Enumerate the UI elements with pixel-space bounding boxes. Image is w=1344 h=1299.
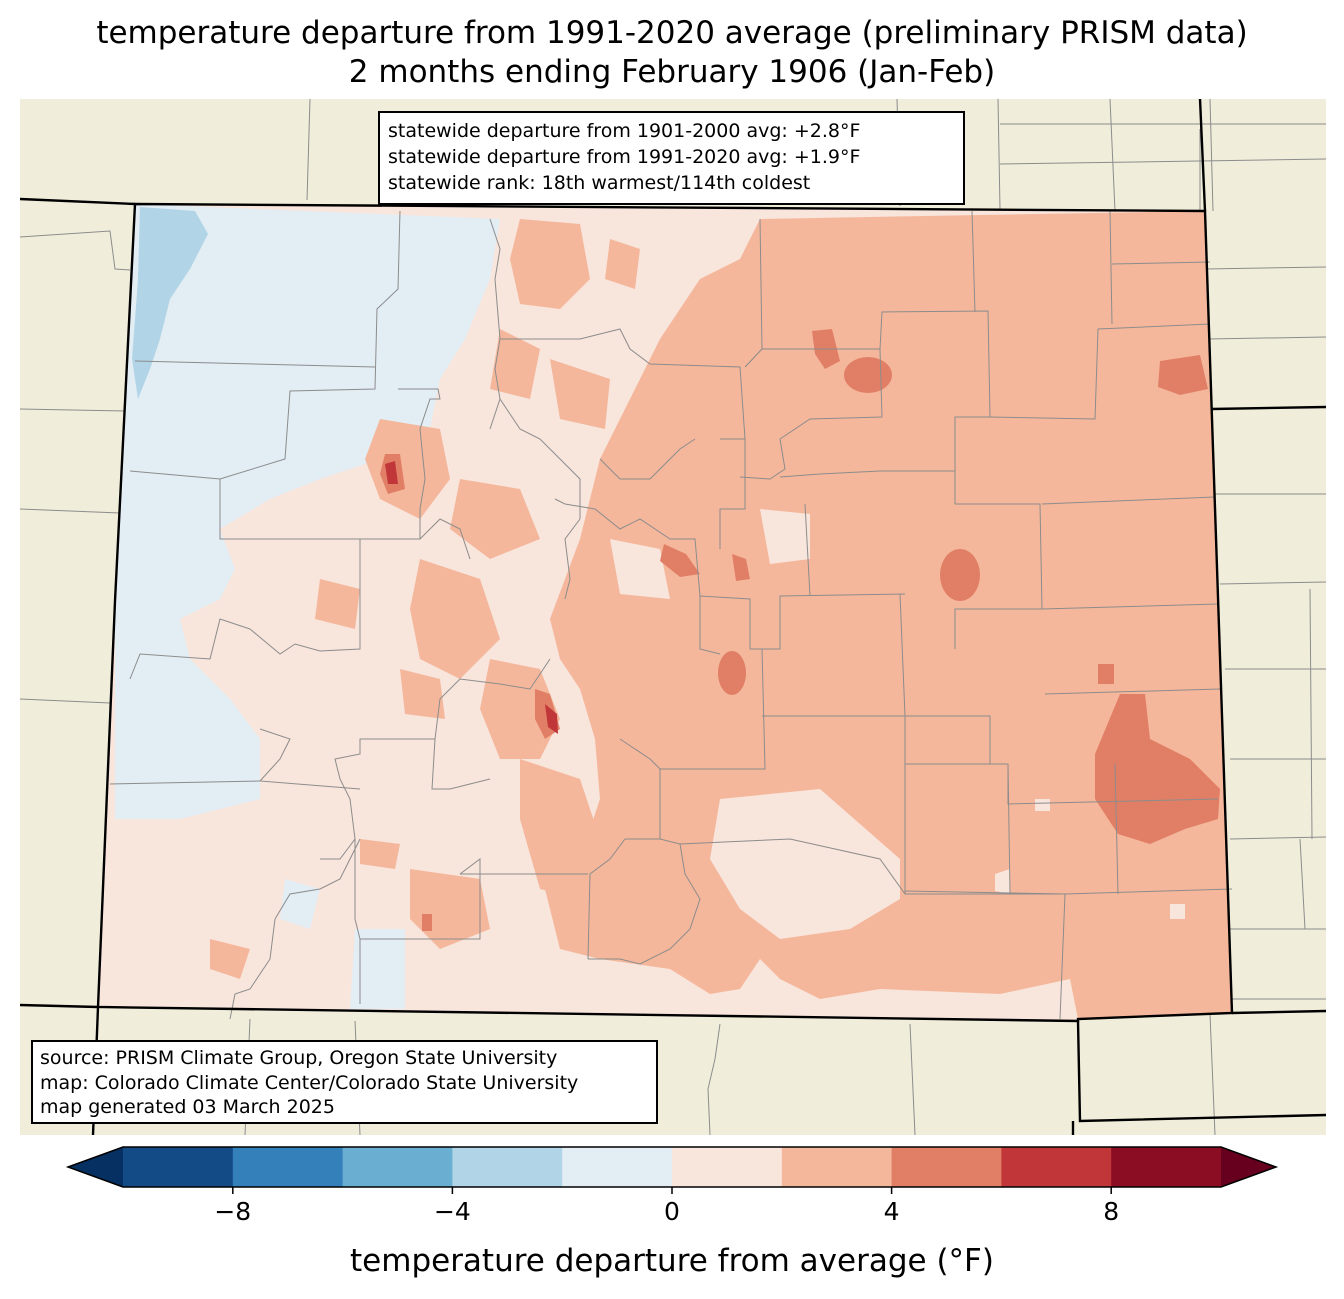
cool-patch — [280, 879, 320, 929]
source-box: source: PRISM Climate Group, Oregon Stat… — [31, 1040, 658, 1124]
boundary-ut-az — [20, 1003, 99, 1009]
mild-patch — [610, 539, 670, 599]
mountain-warm-patches — [210, 219, 740, 979]
colorbar-tick-label: −8 — [214, 1197, 251, 1226]
boundary-ne-ks — [1211, 405, 1326, 411]
colorbar: −8 −4 0 4 8 — [65, 1146, 1279, 1226]
statewide-stats-box: statewide departure from 1901-2000 avg: … — [378, 111, 965, 205]
colorbar-ticks: −8 −4 0 4 8 — [214, 1187, 1119, 1226]
colorbar-segment — [672, 1147, 783, 1187]
colorbar-label: temperature departure from average (°F) — [350, 1243, 994, 1279]
source-line-prism: source: PRISM Climate Group, Oregon Stat… — [40, 1047, 558, 1069]
hottest-spot — [545, 704, 558, 734]
colorbar-outline — [65, 1146, 1279, 1188]
south-central-mild-wedge — [710, 789, 900, 939]
stats-line-1901-2000: statewide departure from 1901-2000 avg: … — [388, 120, 861, 142]
colorbar-segment — [781, 1147, 893, 1187]
colorbar-segment — [1111, 1147, 1222, 1187]
hottest-spot — [385, 461, 398, 484]
boundary-wy-ut — [20, 197, 136, 206]
colorbar-segment — [452, 1147, 563, 1187]
state-boundaries — [20, 99, 1326, 1135]
colorbar-segment — [562, 1147, 673, 1187]
mild-patch — [1170, 904, 1185, 919]
northwest-cold-region — [132, 207, 208, 399]
boundary-ks-ok — [1231, 1009, 1326, 1015]
colorbar-segment — [123, 1147, 234, 1187]
colorbar-tick-label: −4 — [434, 1197, 471, 1226]
colorbar-segment — [232, 1147, 344, 1187]
hot-spots — [380, 329, 1220, 931]
colorado-map — [20, 99, 1326, 1135]
map-panel — [20, 99, 1326, 1135]
stats-line-1991-2020: statewide departure from 1991-2020 avg: … — [388, 146, 861, 168]
mild-patch — [1035, 799, 1050, 811]
western-cool-region — [115, 204, 500, 819]
stats-line-rank: statewide rank: 18th warmest/114th colde… — [388, 172, 811, 194]
colorbar-segment — [891, 1147, 1002, 1187]
colorbar-segment — [342, 1147, 453, 1187]
colorbar-extend-low — [68, 1147, 123, 1187]
colorado-boundary — [96, 202, 1234, 1023]
colorbar-segment — [1001, 1147, 1112, 1187]
eastern-warm-region — [545, 211, 1232, 1019]
neighbor-county-lines — [20, 99, 1326, 1135]
southwest-cool-patch — [350, 929, 405, 1009]
source-line-map: map: Colorado Climate Center/Colorado St… — [40, 1071, 579, 1094]
county-lines — [109, 210, 1233, 1020]
boundary-ne-wy — [1198, 99, 1207, 212]
colorbar-tick-label: 4 — [884, 1197, 900, 1226]
colorbar-tick-label: 0 — [664, 1197, 680, 1226]
boundary-nm-ok-tx — [1076, 1020, 1326, 1123]
colorbar-extend-high — [1221, 1147, 1276, 1187]
colorbar-segments — [65, 1146, 1279, 1188]
mild-patch — [760, 509, 810, 564]
mild-patch — [995, 869, 1010, 894]
source-line-generated: map generated 03 March 2025 — [40, 1096, 335, 1118]
colorbar-tick-label: 8 — [1103, 1197, 1119, 1226]
map-title-line2: 2 months ending February 1906 (Jan-Feb) — [348, 54, 996, 90]
map-title-line1: temperature departure from 1991-2020 ave… — [96, 15, 1248, 51]
